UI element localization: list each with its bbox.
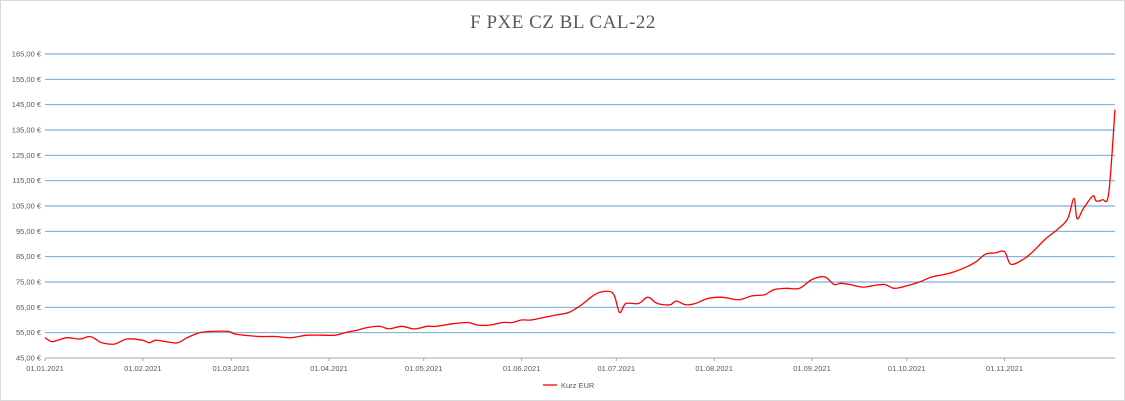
y-tick-label: 95,00 €	[16, 227, 42, 236]
y-tick-label: 145,00 €	[12, 100, 42, 109]
y-tick-label: 165,00 €	[12, 50, 42, 59]
y-tick-label: 135,00 €	[12, 126, 42, 135]
x-tick-label: 01.09.2021	[793, 364, 831, 373]
gridlines	[45, 53, 1115, 359]
legend-label: Kurz EUR	[561, 381, 595, 390]
x-tick-label: 01.04.2021	[310, 364, 348, 373]
x-tick-label: 01.03.2021	[212, 364, 250, 373]
y-tick-label: 85,00 €	[16, 252, 42, 261]
y-tick-label: 125,00 €	[12, 151, 42, 160]
y-tick-label: 65,00 €	[16, 303, 42, 312]
y-tick-label: 105,00 €	[12, 202, 42, 211]
series-line-0	[44, 109, 1116, 345]
y-tick-label: 75,00 €	[16, 278, 42, 287]
x-axis-ticks: 01.01.2021 01.02.2021 01.03.2021 01.04.2021…	[26, 358, 1023, 373]
y-axis-ticks: 45,00 € 55,00 € 65,00 € 75,00 € 85,00 € 95,00…	[12, 50, 42, 363]
x-tick-label: 01.10.2021	[888, 364, 926, 373]
x-tick-label: 01.07.2021	[598, 364, 636, 373]
x-tick-label: 01.05.2021	[405, 364, 443, 373]
series-layer	[44, 109, 1116, 345]
x-tick-label: 01.08.2021	[695, 364, 733, 373]
x-tick-label: 01.02.2021	[124, 364, 162, 373]
y-tick-label: 45,00 €	[16, 354, 42, 363]
x-tick-label: 01.11.2021	[986, 364, 1023, 373]
x-tick-label: 01.06.2021	[503, 364, 541, 373]
chart-title: F PXE CZ BL CAL-22	[470, 12, 656, 33]
y-tick-label: 115,00 €	[12, 176, 41, 185]
y-tick-label: 55,00 €	[16, 328, 42, 337]
x-tick-label: 01.01.2021	[26, 364, 64, 373]
y-tick-label: 155,00 €	[12, 75, 42, 84]
legend: Kurz EUR	[543, 381, 595, 390]
